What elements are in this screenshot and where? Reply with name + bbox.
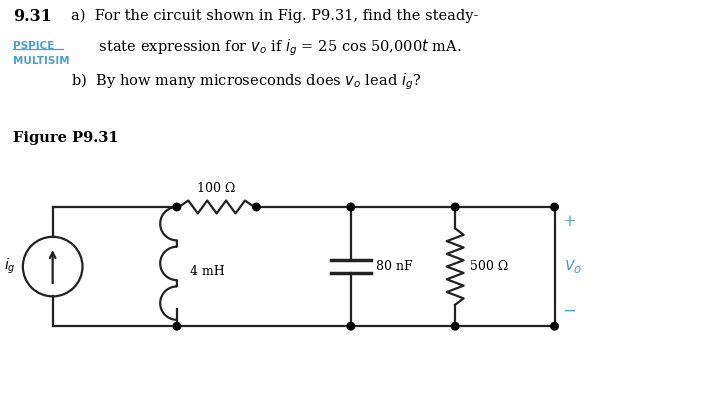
Text: 80 nF: 80 nF <box>376 260 412 273</box>
Text: 4 mH: 4 mH <box>190 265 224 278</box>
Circle shape <box>347 203 355 211</box>
Text: state expression for $v_o$ if $i_g$ = 25 cos 50,000$t$ mA.: state expression for $v_o$ if $i_g$ = 25… <box>71 37 461 58</box>
Circle shape <box>452 203 459 211</box>
Circle shape <box>173 203 181 211</box>
Text: $i_g$: $i_g$ <box>4 257 16 276</box>
Circle shape <box>551 323 559 330</box>
Text: $v_o$: $v_o$ <box>564 258 583 275</box>
Circle shape <box>173 323 181 330</box>
Circle shape <box>253 203 260 211</box>
Text: a)  For the circuit shown in Fig. P9.31, find the steady-: a) For the circuit shown in Fig. P9.31, … <box>71 8 478 23</box>
Text: 9.31: 9.31 <box>13 8 52 26</box>
Text: +: + <box>563 213 576 230</box>
Text: b)  By how many microseconds does $v_o$ lead $i_g$?: b) By how many microseconds does $v_o$ l… <box>71 71 421 91</box>
Text: 500 Ω: 500 Ω <box>470 260 508 273</box>
Circle shape <box>347 323 355 330</box>
Text: Figure P9.31: Figure P9.31 <box>13 131 118 145</box>
Text: 100 Ω: 100 Ω <box>198 182 236 195</box>
Text: PSPICE: PSPICE <box>13 41 55 51</box>
Text: −: − <box>563 303 576 320</box>
Circle shape <box>551 203 559 211</box>
Text: MULTISIM: MULTISIM <box>13 56 69 66</box>
Circle shape <box>452 323 459 330</box>
